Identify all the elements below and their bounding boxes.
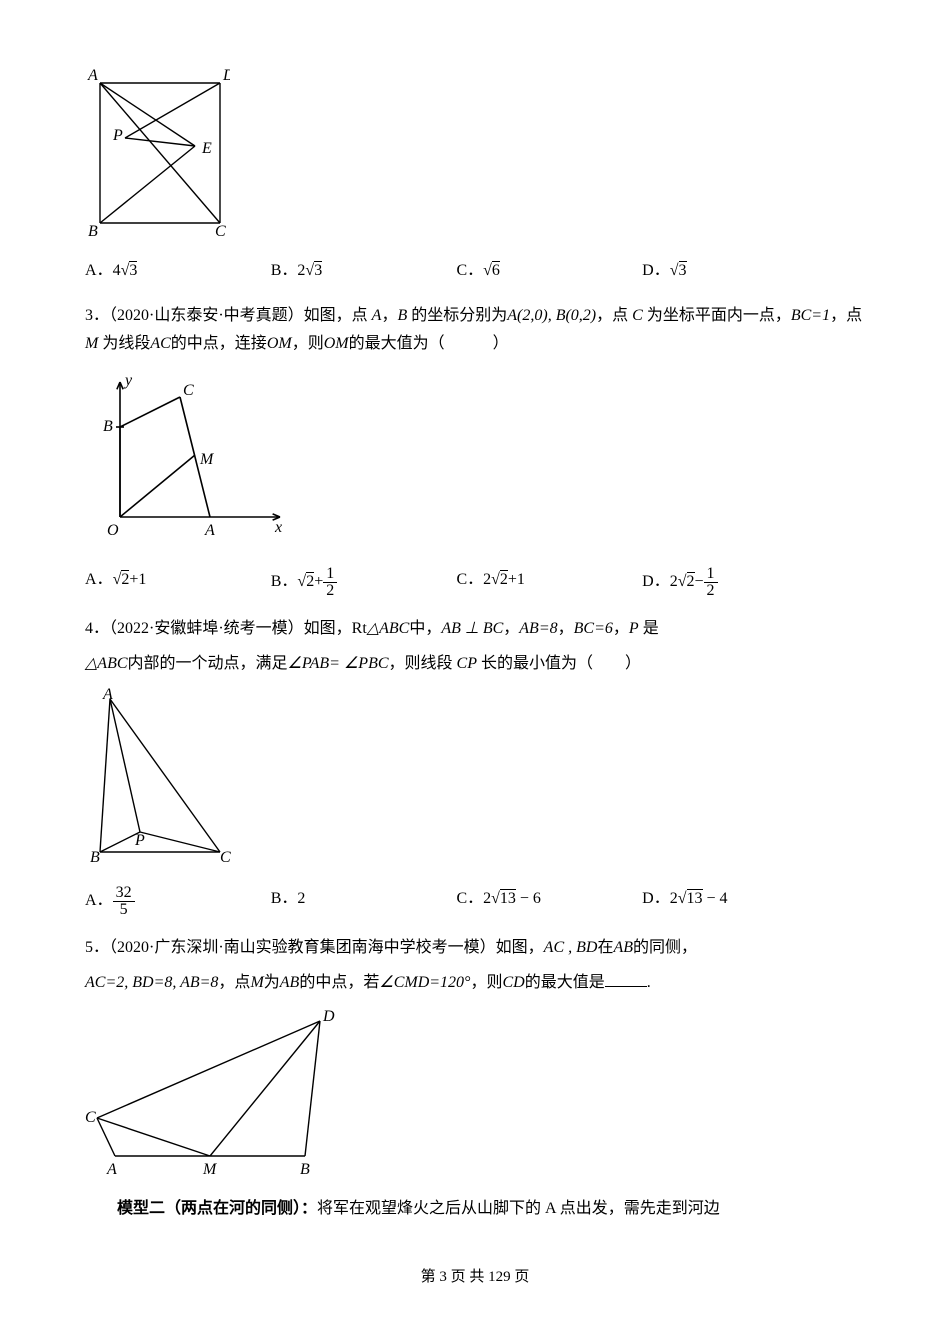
q5-figure: A M B C D <box>85 1006 865 1187</box>
q3-options: A．√2+1 B．√2+12 C．2√2+1 D．2√2−12 <box>85 566 865 599</box>
q2-option-d: D．√3 <box>642 257 865 286</box>
q5-blank <box>605 971 647 987</box>
svg-text:B: B <box>88 223 98 238</box>
svg-text:C: C <box>215 223 226 238</box>
q4-option-a: A．325 <box>85 885 271 918</box>
q5-text-line2: AC=2, BD=8, AB=8，点M为AB的中点，若∠CMD=120°，则CD… <box>85 969 865 998</box>
q2-options: A．4√3 B．2√3 C．√6 D．√3 <box>85 257 865 286</box>
svg-text:C: C <box>85 1109 96 1126</box>
svg-text:A: A <box>204 522 215 539</box>
q2-option-c: C．√6 <box>456 257 642 286</box>
q3-option-b: B．√2+12 <box>271 566 457 599</box>
q5-text: 5．（2020·广东深圳·南山实验教育集团南海中学校考一模）如图，AC , BD… <box>85 934 865 963</box>
svg-text:C: C <box>220 849 231 866</box>
svg-text:A: A <box>87 68 98 84</box>
svg-text:C: C <box>183 382 194 399</box>
svg-text:x: x <box>274 519 282 536</box>
q4-option-d: D．2√13 − 4 <box>642 885 865 918</box>
svg-text:B: B <box>300 1161 310 1176</box>
svg-text:P: P <box>112 127 123 144</box>
svg-text:P: P <box>134 832 145 849</box>
q2-option-a: A．4√3 <box>85 257 271 286</box>
svg-text:A: A <box>102 687 113 703</box>
svg-text:A: A <box>106 1161 117 1176</box>
q3-text: 3．（2020·山东泰安·中考真题）如图，点 A，B 的坐标分别为A(2,0),… <box>85 302 865 360</box>
q2-figure: A B C D E P <box>85 68 865 249</box>
q4-options: A．325 B．2 C．2√13 − 6 D．2√13 − 4 <box>85 885 865 918</box>
svg-text:M: M <box>202 1161 218 1176</box>
q4-text: 4．（2022·安徽蚌埠·统考一模）如图，Rt△ABC中，AB ⊥ BC，AB=… <box>85 615 865 644</box>
q4-option-b: B．2 <box>271 885 457 918</box>
svg-text:y: y <box>123 372 133 389</box>
svg-text:B: B <box>103 418 113 435</box>
svg-text:E: E <box>201 140 212 157</box>
q4-option-c: C．2√13 − 6 <box>456 885 642 918</box>
svg-text:M: M <box>199 451 215 468</box>
q4-text-line2: △ABC内部的一个动点，满足∠PAB= ∠PBC，则线段 CP 长的最小值为（ … <box>85 650 865 679</box>
q3-option-a: A．√2+1 <box>85 566 271 599</box>
svg-text:D: D <box>322 1008 335 1025</box>
q3-option-c: C．2√2+1 <box>456 566 642 599</box>
q2-option-b: B．2√3 <box>271 257 457 286</box>
svg-text:B: B <box>90 849 100 866</box>
svg-text:D: D <box>222 68 230 84</box>
q3-figure: A B C M Ox y <box>85 367 865 558</box>
q4-figure: A B C P <box>85 687 865 878</box>
page-footer: 第 3 页 共 129 页 <box>85 1264 865 1291</box>
q3-option-d: D．2√2−12 <box>642 566 865 599</box>
model2-text: 模型二（两点在河的同侧）：将军在观望烽火之后从山脚下的 A 点出发，需先走到河边 <box>85 1195 865 1224</box>
svg-text:O: O <box>107 522 119 539</box>
